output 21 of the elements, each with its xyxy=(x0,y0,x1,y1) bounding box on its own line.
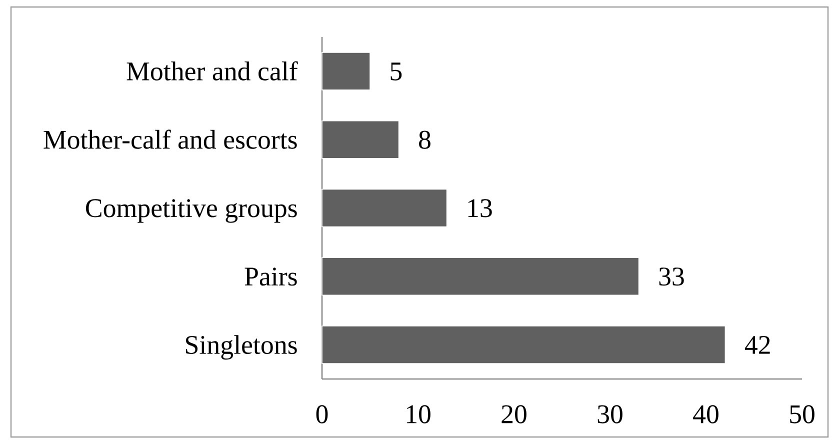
data-label: 8 xyxy=(419,130,430,149)
data-label: 33 xyxy=(659,268,684,286)
bar xyxy=(322,188,448,228)
data-label: 13 xyxy=(468,199,492,218)
x-tick-label: 0 xyxy=(316,405,328,424)
bar xyxy=(322,52,370,90)
bar xyxy=(322,120,400,159)
bar xyxy=(322,257,640,296)
x-tick-label: 30 xyxy=(598,405,622,424)
data-label: 42 xyxy=(744,336,770,354)
bar xyxy=(322,326,726,364)
x-tick-label: 40 xyxy=(693,405,718,424)
y-tick-label: Mother-calf and escorts xyxy=(44,130,297,149)
y-tick-label: Pairs xyxy=(244,268,297,286)
y-tick-label: Competitive groups xyxy=(86,199,297,223)
x-tick-label: 50 xyxy=(790,405,814,424)
y-tick-label: Singletons xyxy=(186,335,297,360)
y-tick-label: Mother and calf xyxy=(126,61,298,80)
data-label: 5 xyxy=(390,62,402,80)
x-tick-label: 10 xyxy=(406,405,430,424)
x-tick-label: 20 xyxy=(502,405,526,424)
